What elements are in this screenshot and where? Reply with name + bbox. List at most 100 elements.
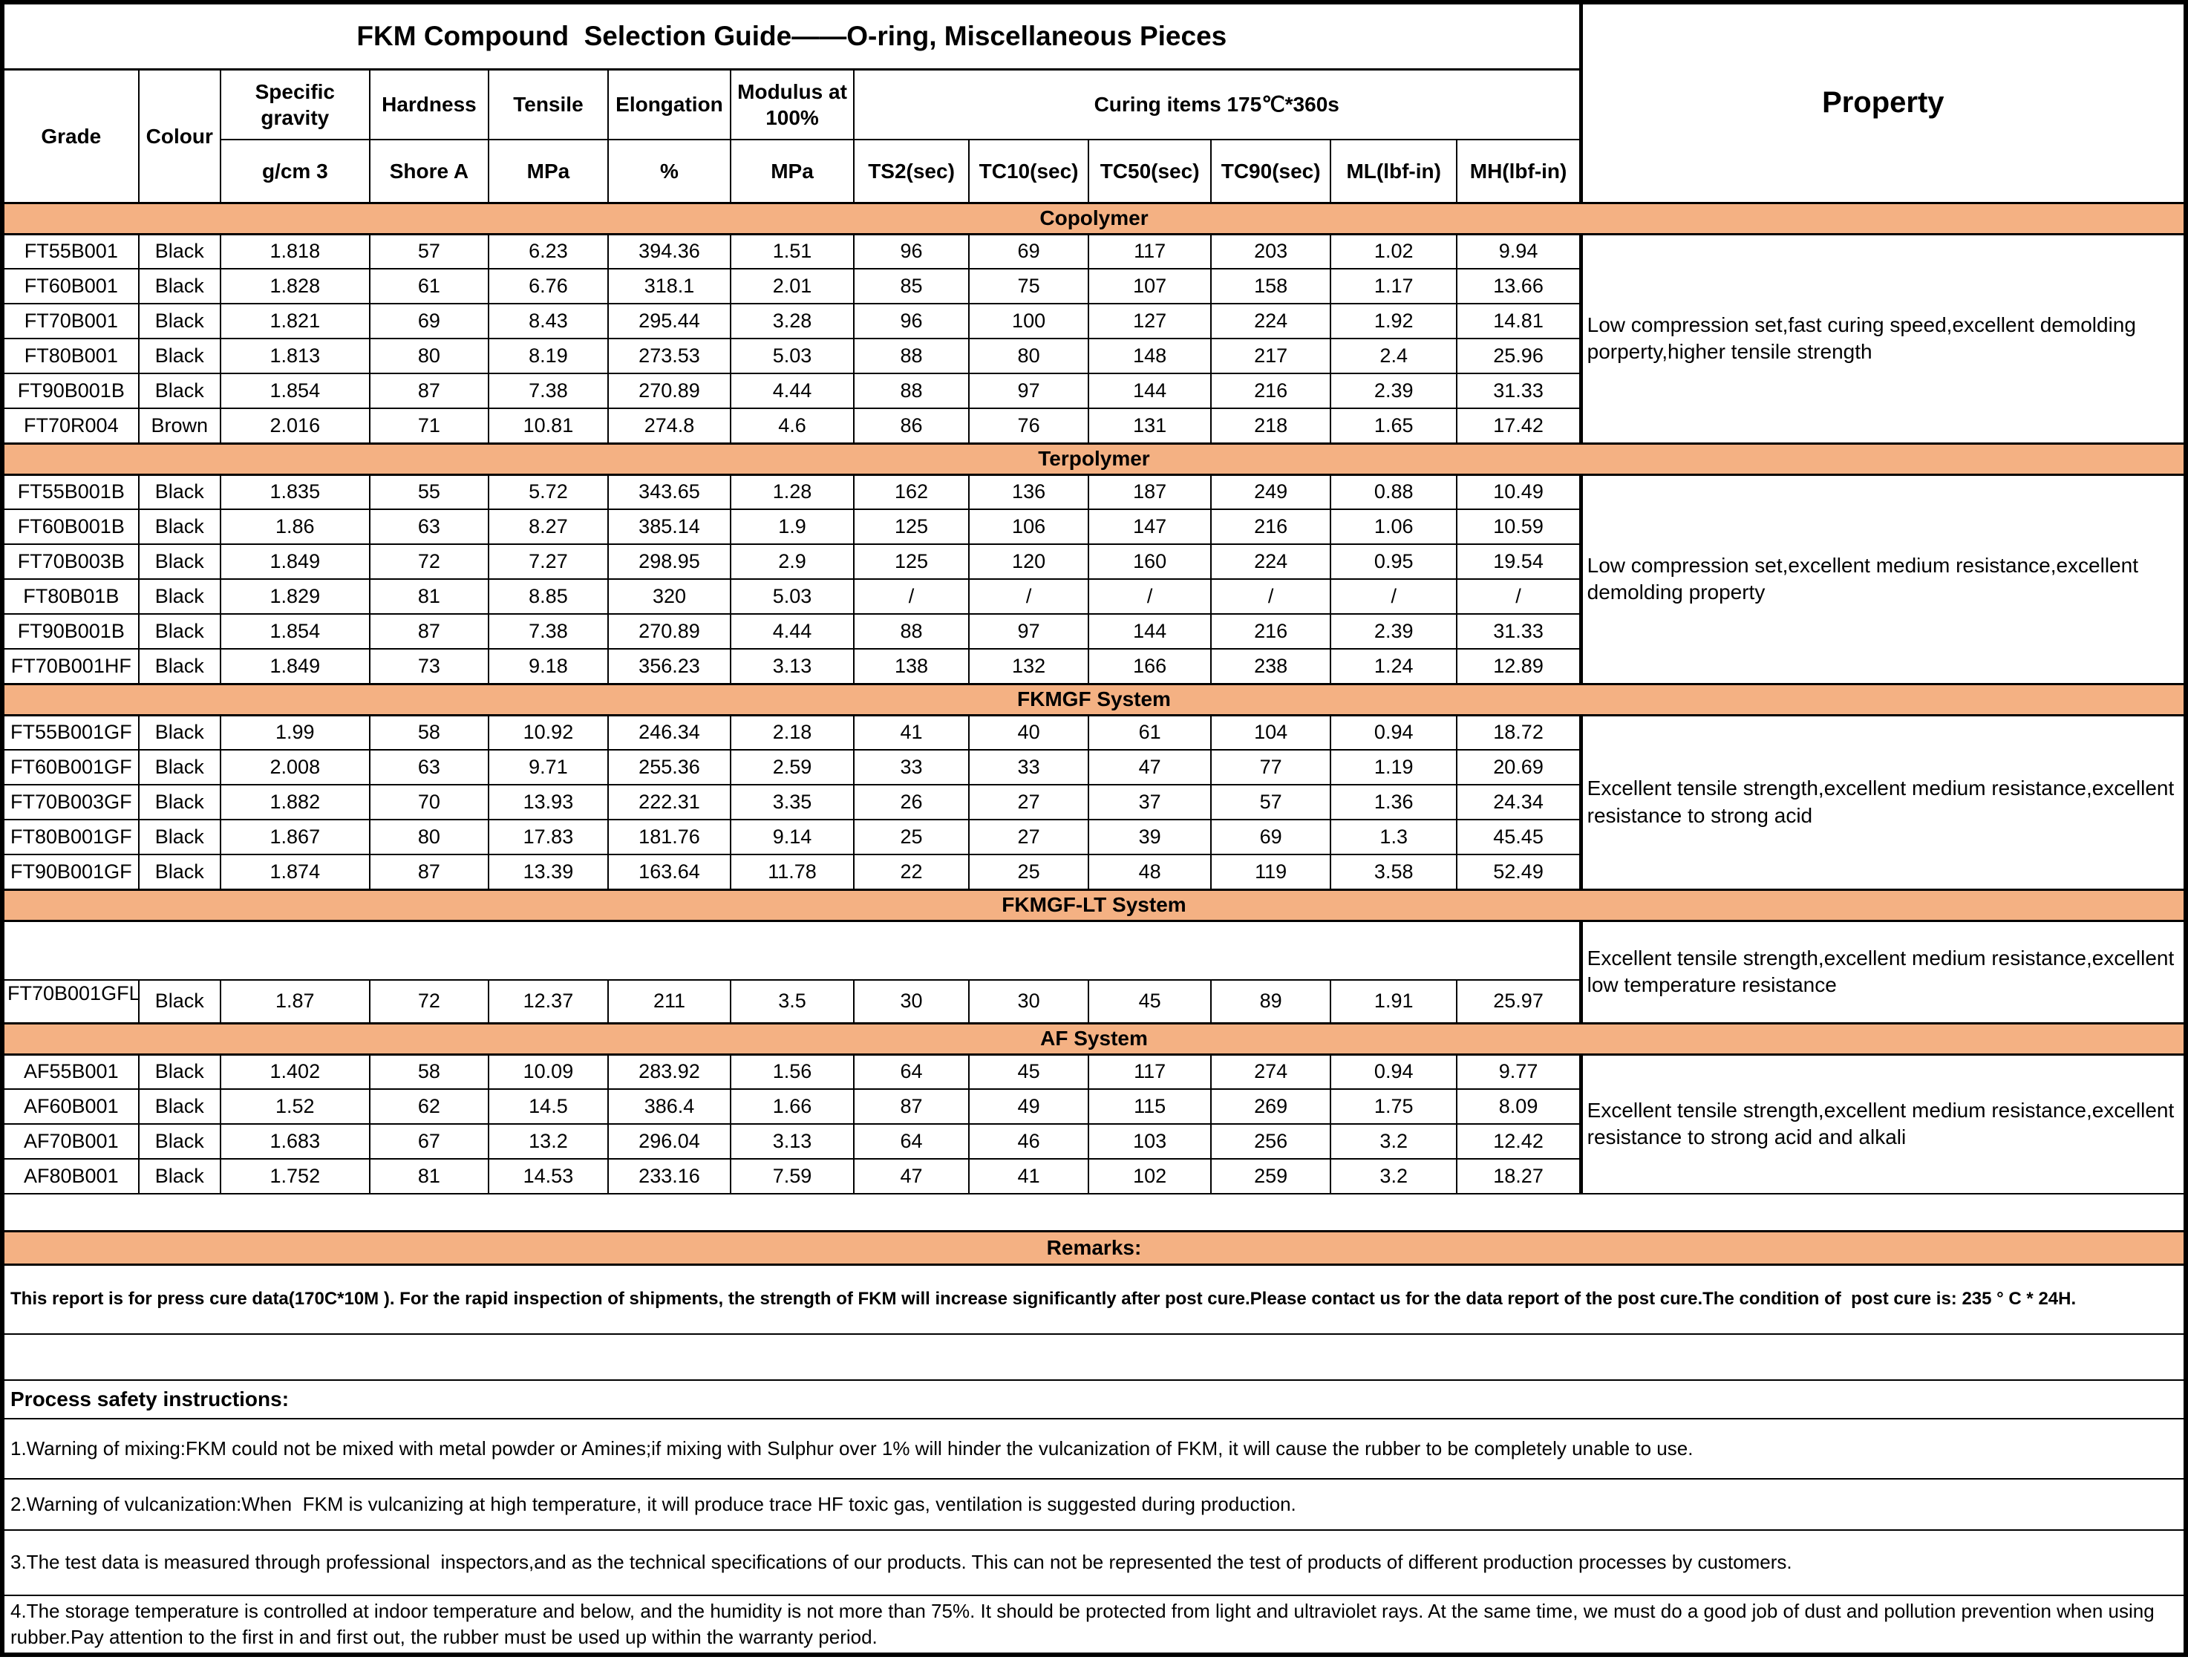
data-cell: Black: [137, 784, 221, 820]
data-cell: 259: [1210, 1158, 1331, 1194]
data-cell: 13.2: [488, 1123, 609, 1160]
data-cell: 7.38: [488, 613, 609, 650]
col-header-elongation: Elongation: [607, 68, 732, 140]
data-cell: 7.38: [488, 373, 609, 409]
data-cell: 8.19: [488, 338, 609, 374]
col-header-tc50: TC50(sec): [1087, 139, 1212, 203]
data-cell: 80: [368, 338, 490, 374]
data-cell: 49: [968, 1088, 1089, 1125]
data-cell: 224: [1210, 303, 1331, 339]
data-cell: 30: [852, 979, 970, 1024]
unit-specific-gravity: g/cm 3: [219, 139, 370, 203]
table-row: FT80B001 Black 1.813 80 8.19 273.53 5.03…: [1, 338, 2186, 374]
grade-cell: FT70B001GFLT: [1, 979, 140, 1024]
data-cell: 166: [1087, 648, 1212, 684]
data-cell: 1.56: [730, 1053, 855, 1090]
data-cell: 2.008: [219, 749, 370, 785]
data-cell: 1.51: [730, 233, 855, 269]
data-cell: 72: [368, 543, 490, 580]
table-row: AF70B001 Black 1.683 67 13.2 296.04 3.13…: [1, 1123, 2186, 1160]
table-row: FT70B003GF Black 1.882 70 13.93 222.31 3…: [1, 784, 2186, 820]
grade-cell: FT60B001GF: [1, 749, 140, 785]
data-cell: 3.2: [1329, 1158, 1458, 1194]
data-cell: 9.71: [488, 749, 609, 785]
data-cell: 58: [368, 1053, 490, 1090]
col-header-tc10: TC10(sec): [968, 139, 1089, 203]
data-cell: 1.683: [219, 1123, 370, 1160]
data-cell: 1.835: [219, 474, 370, 510]
data-cell: 2.39: [1329, 613, 1458, 650]
data-cell: /: [968, 578, 1089, 615]
col-header-tensile: Tensile: [488, 68, 609, 140]
grade-cell: FT70R004: [1, 408, 140, 444]
data-cell: 18.72: [1456, 714, 1582, 751]
data-cell: 9.14: [730, 819, 855, 855]
col-header-ts2: TS2(sec): [852, 139, 970, 203]
data-cell: 17.83: [488, 819, 609, 855]
data-cell: 10.81: [488, 408, 609, 444]
property-cell: Excellent tensile strength,excellent med…: [1578, 1053, 2187, 1194]
section-label: AF System: [1, 1022, 2187, 1056]
table-row: AF60B001 Black 1.52 62 14.5 386.4 1.66 8…: [1, 1088, 2186, 1125]
data-cell: 9.94: [1456, 233, 1582, 269]
data-cell: 41: [968, 1158, 1089, 1194]
data-cell: 2.9: [730, 543, 855, 580]
section-band-fkmgf-lt: FKMGF-LT System: [1, 888, 2187, 922]
data-cell: 1.849: [219, 543, 370, 580]
empty-merged-cell: [1, 920, 1582, 981]
data-cell: Black: [137, 613, 221, 650]
data-cell: 31.33: [1456, 613, 1582, 650]
spacer-row: [1, 1193, 2187, 1232]
unit-elongation: %: [607, 139, 732, 203]
data-cell: 0.94: [1329, 1053, 1458, 1090]
data-cell: 45.45: [1456, 819, 1582, 855]
data-cell: Black: [137, 648, 221, 684]
data-cell: 75: [968, 268, 1089, 304]
data-cell: 27: [968, 784, 1089, 820]
data-cell: 147: [1087, 509, 1212, 545]
data-cell: 31.33: [1456, 373, 1582, 409]
data-cell: 1.854: [219, 373, 370, 409]
safety-note-2: 2.Warning of vulcanization:When FKM is v…: [1, 1478, 2187, 1531]
data-cell: 249: [1210, 474, 1331, 510]
table-row: AF80B001 Black 1.752 81 14.53 233.16 7.5…: [1, 1158, 2186, 1194]
data-cell: 97: [968, 613, 1089, 650]
col-group-curing-items: Curing items 175℃*360s: [852, 68, 1582, 140]
data-cell: 48: [1087, 854, 1212, 890]
data-cell: 216: [1210, 509, 1331, 545]
data-cell: 25: [852, 819, 970, 855]
data-cell: 1.821: [219, 303, 370, 339]
data-cell: 64: [852, 1123, 970, 1160]
section-band-af: AF System: [1, 1022, 2187, 1056]
data-cell: 318.1: [607, 268, 732, 304]
table-row: FT90B001B Black 1.854 87 7.38 270.89 4.4…: [1, 613, 2186, 650]
safety-note-row: 2.Warning of vulcanization:When FKM is v…: [1, 1478, 2187, 1531]
grade-cell: FT60B001B: [1, 509, 140, 545]
data-cell: Black: [137, 749, 221, 785]
data-cell: 238: [1210, 648, 1331, 684]
data-cell: 8.09: [1456, 1088, 1582, 1125]
grade-cell: FT55B001B: [1, 474, 140, 510]
data-cell: 58: [368, 714, 490, 751]
property-column-header: Property: [1578, 1, 2187, 203]
data-cell: 5.03: [730, 578, 855, 615]
data-cell: 33: [852, 749, 970, 785]
data-cell: Black: [137, 303, 221, 339]
table-row: FT80B001GF Black 1.867 80 17.83 181.76 9…: [1, 819, 2186, 855]
remarks-band-row: Remarks:: [1, 1229, 2187, 1266]
data-cell: 8.43: [488, 303, 609, 339]
table-row: FT70B001GFLT Black 1.87 72 12.37 211 3.5…: [1, 979, 2186, 1024]
table-row: FT60B001 Black 1.828 61 6.76 318.1 2.01 …: [1, 268, 2186, 304]
data-cell: 10.59: [1456, 509, 1582, 545]
data-cell: 1.65: [1329, 408, 1458, 444]
data-cell: 55: [368, 474, 490, 510]
data-cell: 222.31: [607, 784, 732, 820]
data-cell: 181.76: [607, 819, 732, 855]
data-cell: 52.49: [1456, 854, 1582, 890]
data-cell: 20.69: [1456, 749, 1582, 785]
data-cell: 33: [968, 749, 1089, 785]
table-row: FT55B001GF Black 1.99 58 10.92 246.34 2.…: [1, 714, 2187, 890]
table-row: FT55B001B Black 1.835 55 5.72 343.65 1.2…: [1, 474, 2187, 684]
data-cell: Black: [137, 714, 221, 751]
data-cell: /: [1210, 578, 1331, 615]
